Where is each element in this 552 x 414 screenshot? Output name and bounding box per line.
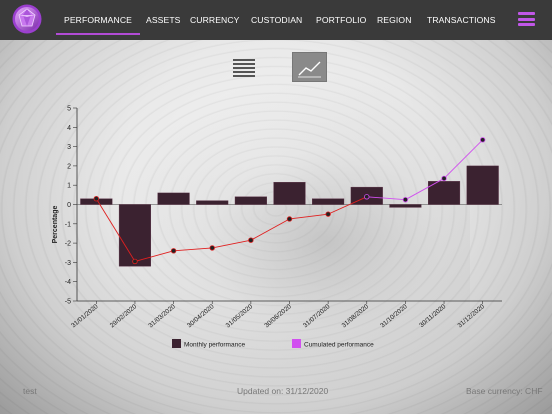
y-tick-label: 0 [67, 202, 71, 209]
bar-monthly-performance [118, 204, 151, 267]
y-tick-label: -1 [65, 221, 71, 228]
tab-custodian[interactable]: CUSTODIAN [251, 15, 303, 25]
cumulated-performance-segment [289, 213, 329, 220]
y-tick-label: 2 [67, 163, 71, 170]
x-tick-label: 29/02/2020 [109, 303, 139, 330]
line-chart-icon[interactable] [292, 52, 327, 82]
y-tick-label: -3 [65, 260, 71, 267]
tab-transactions[interactable]: TRANSACTIONS [427, 15, 496, 25]
y-tick-label: 5 [67, 106, 71, 113]
cumulated-performance-point [93, 196, 100, 202]
cumulated-performance-point [364, 194, 370, 200]
x-tick-label: 30/06/2020 [263, 303, 293, 330]
x-tick-label: 31/03/2020 [147, 303, 177, 330]
bar-monthly-performance [273, 182, 306, 205]
hamburger-menu-icon[interactable] [518, 12, 535, 26]
x-tick-label: 31/05/2020 [225, 303, 255, 330]
legend-swatch [172, 339, 181, 348]
y-tick-label: 1 [67, 183, 71, 190]
cumulated-performance-point [170, 248, 177, 254]
tab-region[interactable]: REGION [377, 15, 412, 25]
cumulated-performance-point [402, 196, 409, 203]
x-tick-label: 30/11/2020 [418, 303, 447, 329]
tab-portfolio[interactable]: PORTFOLIO [316, 15, 367, 25]
cumulated-performance-point [441, 175, 447, 182]
cumulated-performance-segment [443, 139, 483, 179]
gem-logo-icon[interactable] [12, 4, 42, 34]
cumulated-performance-segment [95, 198, 136, 262]
bar-monthly-performance [196, 200, 229, 205]
y-tick-label: -4 [65, 279, 71, 286]
cumulated-performance-segment [250, 218, 290, 241]
legend-label: Cumulated performance [304, 342, 374, 349]
cumulated-performance-segment [366, 196, 406, 201]
bar-monthly-performance [234, 196, 267, 205]
bar-monthly-performance [312, 198, 345, 205]
cumulated-performance-segment [405, 178, 445, 201]
y-axis-label: Percentage [52, 206, 59, 244]
y-tick-label: -5 [65, 299, 71, 306]
tab-performance[interactable]: PERFORMANCE [56, 0, 140, 40]
y-tick-label: 4 [67, 125, 71, 132]
cumulated-performance-point [325, 211, 331, 217]
x-tick-label: 30/04/2020 [186, 303, 216, 330]
x-tick-label: 31/01/2020 [70, 303, 100, 330]
x-tick-label: 31/08/2020 [341, 303, 371, 330]
bar-monthly-performance [428, 181, 461, 205]
cumulated-performance-point [209, 245, 215, 251]
bar-monthly-performance [466, 165, 499, 205]
legend-label: Monthly performance [184, 342, 245, 349]
cumulated-performance-segment [134, 250, 174, 262]
tab-assets[interactable]: ASSETS [146, 15, 181, 25]
footer-portfolio-name: test [23, 386, 37, 396]
top-navigation-bar: PERFORMANCE ASSETS CURRENCY CUSTODIAN PORTFO… [0, 0, 552, 40]
cumulated-performance-segment [327, 196, 367, 215]
bar-monthly-performance [389, 204, 422, 208]
x-tick-label: 31/07/2020 [302, 303, 332, 330]
footer-base-currency: Base currency: CHF [466, 386, 543, 396]
x-tick-label: 31/10/2020 [379, 303, 409, 330]
legend-swatch [292, 339, 301, 348]
x-tick-label: 31/12/2020 [457, 303, 487, 330]
cumulated-performance-segment [173, 247, 213, 252]
y-tick-label: 3 [67, 144, 71, 151]
cumulated-performance-point [479, 137, 486, 143]
cumulated-performance-segment [212, 239, 251, 249]
list-view-icon[interactable] [233, 59, 255, 77]
bar-monthly-performance [157, 192, 190, 205]
tab-currency[interactable]: CURRENCY [190, 15, 240, 25]
cumulated-performance-point [286, 216, 293, 222]
y-tick-label: -2 [65, 241, 71, 248]
footer-updated-date: Updated on: 31/12/2020 [237, 386, 329, 396]
cumulated-performance-point [248, 237, 254, 243]
cumulated-performance-point [132, 258, 138, 265]
